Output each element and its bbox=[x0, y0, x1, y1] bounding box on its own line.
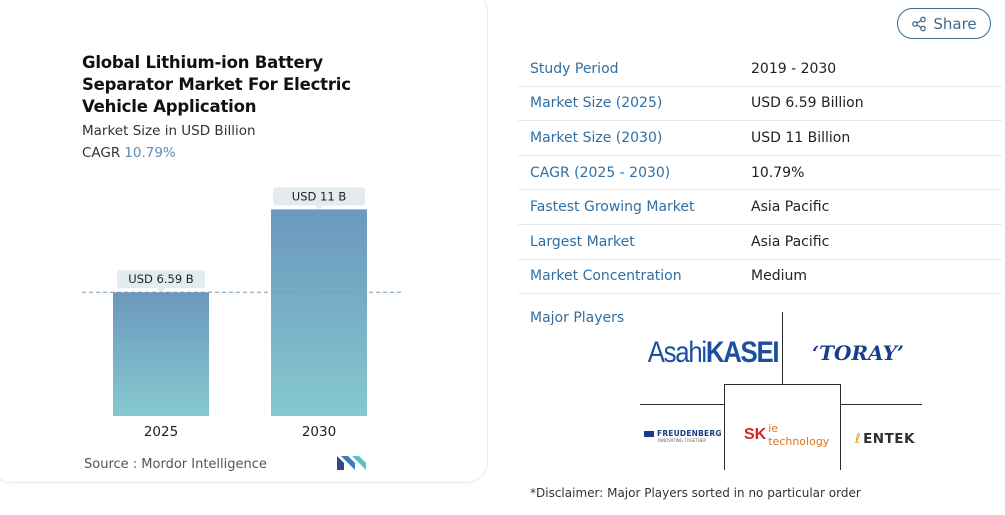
row-key: Market Concentration bbox=[530, 268, 682, 285]
bar bbox=[271, 209, 367, 416]
divider bbox=[840, 404, 922, 405]
row-value: Asia Pacific bbox=[751, 233, 830, 250]
cagr-value: 10.79% bbox=[124, 145, 176, 161]
share-icon bbox=[912, 16, 927, 31]
table-row: Study Period 2019 - 2030 bbox=[518, 52, 1002, 87]
row-value: 10.79% bbox=[751, 164, 805, 181]
divider bbox=[840, 384, 841, 470]
x-tick-label: 2025 bbox=[144, 424, 178, 440]
row-value: Medium bbox=[751, 268, 807, 285]
row-key: Largest Market bbox=[530, 233, 635, 250]
table-row: CAGR (2025 - 2030) 10.79% bbox=[518, 156, 1002, 191]
table-row: Market Size (2025) USD 6.59 Billion bbox=[518, 87, 1002, 122]
chart-source: Source : Mordor Intelligence bbox=[84, 457, 267, 472]
row-key: CAGR (2025 - 2030) bbox=[530, 164, 671, 181]
data-label-pointer bbox=[315, 205, 323, 210]
row-value: Asia Pacific bbox=[751, 199, 830, 216]
row-key: Study Period bbox=[530, 60, 619, 77]
share-label: Share bbox=[933, 14, 977, 33]
freudenberg-logo: FREUDENBERG INNOVATING TOGETHER bbox=[644, 424, 724, 448]
cagr-label: CAGR bbox=[82, 145, 121, 161]
data-label-bg bbox=[117, 270, 205, 289]
entek-mark-icon: ℓ bbox=[855, 431, 862, 447]
table-row: Largest Market Asia Pacific bbox=[518, 225, 1002, 260]
row-value: USD 6.59 Billion bbox=[751, 95, 864, 112]
chart-subtitle: Market Size in USD Billion bbox=[82, 123, 256, 139]
mordor-intelligence-logo bbox=[337, 456, 366, 470]
data-label-pointer bbox=[157, 288, 165, 293]
row-value: 2019 - 2030 bbox=[751, 60, 837, 77]
row-value: USD 11 Billion bbox=[751, 129, 851, 146]
data-label-bg bbox=[273, 187, 365, 206]
x-tick-label: 2030 bbox=[302, 424, 336, 440]
entek-logo: ℓ ENTEK bbox=[855, 431, 915, 447]
row-key: Market Size (2025) bbox=[530, 95, 663, 112]
chart-title: Global Lithium-ion Battery Separator Mar… bbox=[82, 53, 351, 116]
data-label: USD 6.59 B bbox=[128, 272, 193, 286]
asahi-kasei-logo: Asahi KASEI bbox=[647, 336, 780, 369]
major-players-grid: Asahi KASEI ‘TORAY’ FREUDENBERG INNOVATIN… bbox=[640, 312, 924, 472]
bar bbox=[113, 292, 209, 416]
divider bbox=[724, 384, 840, 385]
cagr-line: CAGR 10.79% bbox=[82, 145, 176, 161]
share-button[interactable]: Share bbox=[897, 8, 991, 39]
chart-card bbox=[0, 0, 488, 483]
table-row: Market Concentration Medium bbox=[518, 260, 1002, 295]
market-overview-table: Study Period 2019 - 2030 Market Size (20… bbox=[518, 52, 1002, 295]
table-row: Market Size (2030) USD 11 Billion bbox=[518, 121, 1002, 156]
data-label: USD 11 B bbox=[292, 189, 347, 203]
row-key: Market Size (2030) bbox=[530, 129, 663, 146]
divider bbox=[640, 404, 724, 405]
divider bbox=[782, 312, 783, 384]
toray-logo: ‘TORAY’ bbox=[812, 341, 904, 365]
table-row: Fastest Growing Market Asia Pacific bbox=[518, 190, 1002, 225]
disclaimer: *Disclaimer: Major Players sorted in no … bbox=[530, 486, 861, 500]
row-key: Fastest Growing Market bbox=[530, 199, 695, 216]
sk-ie-technology-logo: SK ie technology bbox=[744, 422, 830, 448]
divider bbox=[724, 384, 725, 470]
freudenberg-mark-icon bbox=[644, 431, 654, 437]
major-players-label: Major Players bbox=[530, 310, 625, 326]
bar-chart: USD 6.59 B 2025 USD 11 B 2030 bbox=[82, 187, 402, 440]
